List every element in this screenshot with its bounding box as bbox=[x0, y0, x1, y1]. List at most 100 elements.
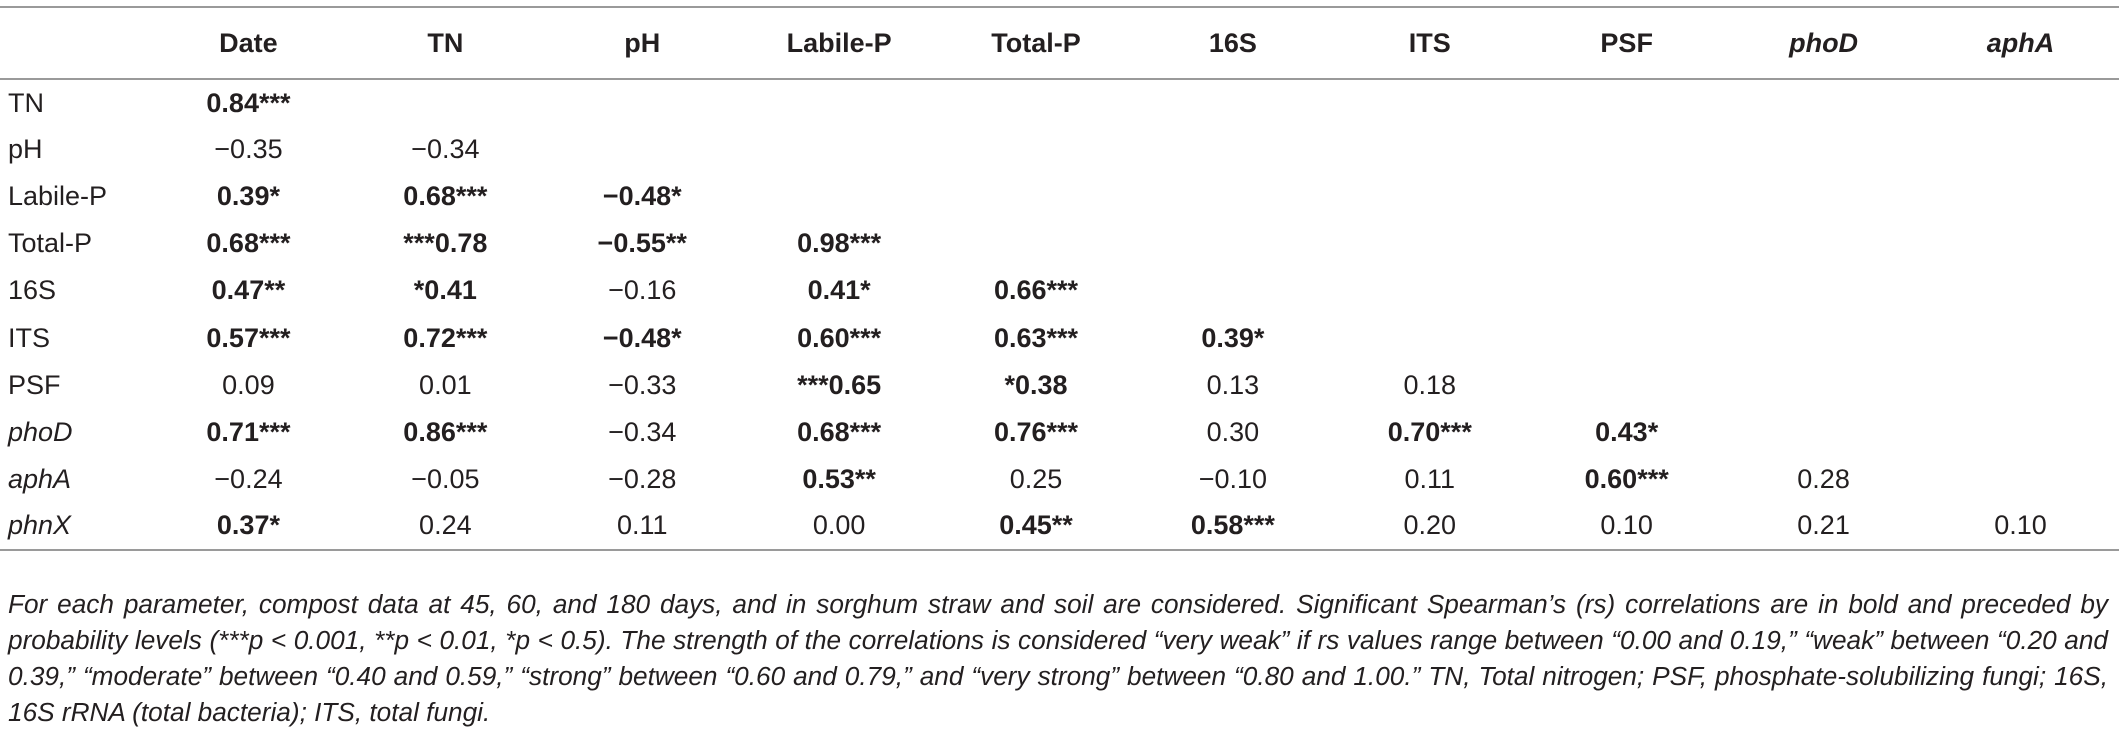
table-cell: −0.35 bbox=[214, 134, 283, 165]
table-cell: 0.10 bbox=[1528, 502, 1726, 551]
table-cell: 0.45** bbox=[937, 502, 1135, 551]
row-label: Total-P bbox=[8, 228, 93, 259]
table-cell: −0.05 bbox=[411, 463, 480, 494]
table-cell bbox=[1725, 362, 1922, 409]
table-cell bbox=[1134, 126, 1331, 173]
table-cell: 0.43* bbox=[1595, 416, 1659, 447]
column-header: aphA bbox=[1922, 6, 2119, 80]
column-header: ITS bbox=[1331, 6, 1529, 80]
table-cell: *0.38 bbox=[1004, 369, 1068, 400]
table-cell: 0.84*** bbox=[206, 87, 291, 118]
table-cell: 0.58*** bbox=[1134, 502, 1332, 551]
table-cell: 0.47** bbox=[211, 275, 286, 306]
table-cell: −0.34 bbox=[608, 416, 677, 447]
table-cell bbox=[741, 126, 938, 173]
table-cell bbox=[1725, 409, 1922, 456]
column-header: TN bbox=[346, 6, 544, 80]
table-cell: −0.28 bbox=[608, 463, 677, 494]
row-label: phoD bbox=[8, 416, 73, 447]
table-cell: 0.68*** bbox=[797, 416, 882, 447]
table-cell: 0.21 bbox=[1725, 502, 1923, 551]
table-row: PSF 0.09 0.01 −0.33 ***0.65 *0.38 0.13 0.18 bbox=[0, 362, 2119, 409]
table-cell: 0.71*** bbox=[206, 416, 291, 447]
column-header: Date bbox=[150, 6, 347, 80]
table-row: Labile-P 0.39* 0.68*** −0.48* bbox=[0, 173, 2119, 220]
row-label: Labile-P bbox=[8, 181, 108, 212]
table-cell bbox=[1922, 409, 2119, 456]
table-cell bbox=[544, 126, 741, 173]
table-cell: ***0.65 bbox=[797, 369, 882, 400]
table-row: aphA −0.24 −0.05 −0.28 0.53** 0.25 −0.10 0.11 0.… bbox=[0, 456, 2119, 503]
table-cell bbox=[1922, 173, 2119, 220]
column-header: Labile-P bbox=[740, 6, 938, 80]
table-cell: −0.55** bbox=[597, 228, 687, 259]
table-cell: −0.48* bbox=[602, 181, 682, 212]
table-cell bbox=[1331, 220, 1528, 267]
table-cell: −0.16 bbox=[608, 275, 677, 306]
table-cell: 0.39* bbox=[216, 181, 280, 212]
table-cell bbox=[1528, 220, 1725, 267]
table-cell bbox=[1922, 126, 2119, 173]
table-row: 16S 0.47** *0.41 −0.16 0.41* 0.66*** bbox=[0, 267, 2119, 314]
table-cell bbox=[1134, 220, 1331, 267]
row-label: pH bbox=[8, 134, 43, 165]
table-cell: 0.13 bbox=[1206, 369, 1260, 400]
table-cell bbox=[1528, 126, 1725, 173]
table-cell bbox=[1331, 173, 1528, 220]
table-cell: −0.33 bbox=[608, 369, 677, 400]
table-cell bbox=[1134, 267, 1331, 314]
table-cell bbox=[741, 173, 938, 220]
table-footnote: For each parameter, compost data at 45, … bbox=[8, 589, 2108, 727]
table-cell: 0.68*** bbox=[206, 228, 291, 259]
table-cell: 0.60*** bbox=[797, 322, 882, 353]
table-cell bbox=[1331, 126, 1528, 173]
table-cell bbox=[1331, 314, 1528, 361]
table-cell: 0.18 bbox=[1403, 369, 1457, 400]
row-label: 16S bbox=[8, 275, 57, 306]
table-cell bbox=[1528, 362, 1725, 409]
table-cell: 0.72*** bbox=[403, 322, 488, 353]
correlation-table: Date TN pH Labile-P Total-P 16S ITS PSF phoD aphA… bbox=[0, 6, 2119, 551]
table-row: phoD 0.71*** 0.86*** −0.34 0.68*** 0.76*** 0.3… bbox=[0, 409, 2119, 456]
table-cell: 0.66*** bbox=[993, 275, 1079, 306]
table-cell bbox=[1331, 79, 1528, 126]
table-row: Total-P 0.68*** ***0.78 −0.55** 0.98*** bbox=[0, 220, 2119, 267]
table-header-row: Date TN pH Labile-P Total-P 16S ITS PSF phoD aphA bbox=[0, 6, 2119, 80]
table-cell: 0.76*** bbox=[993, 416, 1079, 447]
table-row: ITS 0.57*** 0.72*** −0.48* 0.60*** 0.63*** 0.3… bbox=[0, 314, 2119, 361]
table-cell bbox=[544, 79, 741, 126]
row-label: phnX bbox=[0, 502, 150, 551]
table-cell: −0.24 bbox=[214, 463, 283, 494]
table-body: TN 0.84*** pH −0.35 −0.34 Labile-P 0.39* 0.68**… bbox=[0, 79, 2119, 551]
table-cell bbox=[1725, 267, 1922, 314]
table-cell: 0.00 bbox=[740, 502, 938, 551]
table-cell bbox=[938, 126, 1135, 173]
table-cell bbox=[1922, 456, 2119, 503]
table-cell: −0.10 bbox=[1198, 463, 1268, 494]
row-label: aphA bbox=[8, 463, 72, 494]
table-cell: *0.41 bbox=[413, 275, 477, 306]
table-cell bbox=[347, 79, 544, 126]
table-cell bbox=[1922, 362, 2119, 409]
table-cell: 0.53** bbox=[802, 463, 876, 494]
table-cell bbox=[1922, 79, 2119, 126]
row-label: ITS bbox=[8, 322, 51, 353]
table-cell: 0.10 bbox=[1922, 502, 2119, 551]
table-cell bbox=[1725, 126, 1922, 173]
table-row: phnX 0.37* 0.24 0.11 0.00 0.45** 0.58*** 0.20 0.… bbox=[0, 502, 2119, 551]
table-cell: 0.37* bbox=[150, 502, 347, 551]
table-cell: 0.63*** bbox=[993, 322, 1079, 353]
table-cell bbox=[1725, 220, 1922, 267]
table-cell bbox=[1725, 314, 1922, 361]
table-cell: 0.39* bbox=[1201, 322, 1265, 353]
table-cell bbox=[1922, 220, 2119, 267]
table-row: pH −0.35 −0.34 bbox=[0, 126, 2119, 173]
column-header: PSF bbox=[1528, 6, 1726, 80]
table-cell bbox=[1922, 314, 2119, 361]
table-cell bbox=[1528, 79, 1725, 126]
table-cell: 0.24 bbox=[346, 502, 544, 551]
column-header: pH bbox=[543, 6, 741, 80]
column-header: 16S bbox=[1134, 6, 1332, 80]
column-header: Total-P bbox=[937, 6, 1135, 80]
